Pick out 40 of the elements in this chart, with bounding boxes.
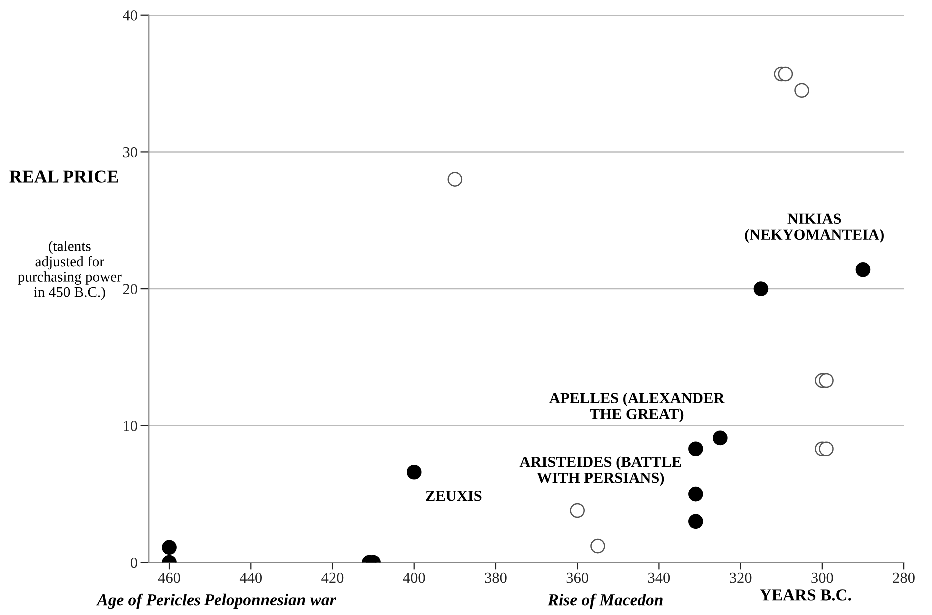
text: Age of Pericles: [96, 594, 200, 610]
y-tick-label: 30: [123, 147, 138, 158]
point: [688, 514, 704, 530]
point: [819, 373, 834, 388]
point: [406, 465, 422, 480]
x-tick-label: 420: [322, 572, 344, 584]
x-tick-label: 400: [403, 572, 426, 584]
point: [778, 66, 794, 82]
annotation: NIKIAS (NEKYOMANTEIA): [745, 214, 884, 244]
y-tick-label: 0: [130, 558, 138, 568]
y-axis-title: REAL PRICE: [10, 170, 118, 183]
y-tick-label: 10: [124, 421, 138, 432]
y-tick-label: 20: [123, 284, 138, 294]
point: [448, 172, 463, 187]
point: [754, 282, 769, 296]
x-tick-label: 280: [893, 572, 915, 584]
y-tick-label: 40: [123, 10, 138, 21]
point: [713, 430, 728, 446]
x-tick-label: 360: [566, 572, 588, 584]
point: [162, 540, 177, 556]
x-tick-label: 460: [158, 572, 180, 584]
text: (talents adjusted for purchasing power in 450 B.C.): [18, 241, 122, 300]
point: [688, 442, 704, 457]
point: [688, 486, 704, 502]
text: Peloponnesian war: [204, 594, 336, 610]
x-axis-title: YEARS B.C.: [760, 590, 852, 601]
annotation: ARISTEIDES (BATTLE WITH PERSIANS): [520, 456, 682, 486]
point: [819, 442, 834, 457]
annotation: ZEUXIS: [426, 490, 482, 502]
x-tick-label: 300: [812, 572, 834, 584]
x-tick-label: 340: [648, 572, 670, 584]
x-tick-label: 320: [730, 572, 752, 584]
annotation: APELLES (ALEXANDER THE GREAT): [550, 392, 725, 423]
point: [570, 503, 585, 518]
x-tick-label: 380: [485, 572, 507, 584]
point: [856, 262, 871, 278]
point: [794, 83, 810, 98]
x-tick-label: 440: [240, 572, 262, 584]
point: [590, 538, 606, 554]
text: Rise of Macedon: [548, 594, 663, 610]
